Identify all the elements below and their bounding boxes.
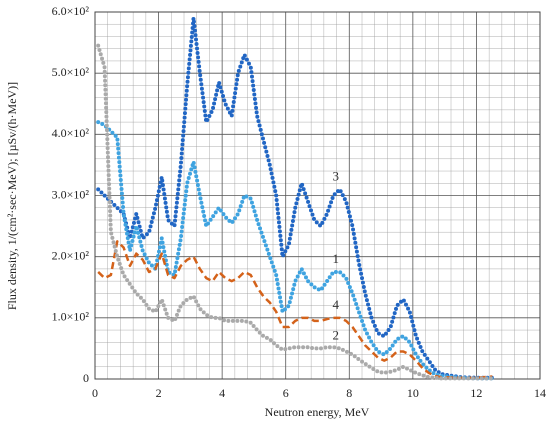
x-tick-label: 4 xyxy=(219,386,225,400)
x-tick-label: 14 xyxy=(534,386,546,400)
y-tick-label: 3.0×10² xyxy=(52,187,90,201)
x-tick-label: 6 xyxy=(283,386,289,400)
y-tick-label: 0 xyxy=(83,371,89,385)
y-axis-label: Flux density, 1/(cm²·sec·MeV); [µSv/(h·M… xyxy=(5,82,19,310)
series-line xyxy=(96,43,495,381)
series-label: 4 xyxy=(333,297,340,312)
x-tick-label: 10 xyxy=(407,386,419,400)
x-tick-label: 12 xyxy=(470,386,482,400)
y-tick-label: 5.0×10² xyxy=(52,65,90,79)
series-line xyxy=(97,240,493,380)
y-tick-label: 2.0×10² xyxy=(52,248,90,262)
x-axis-label: Neutron energy, MeV xyxy=(265,405,370,419)
y-tick-label: 6.0×10² xyxy=(52,4,90,18)
series-label: 1 xyxy=(333,251,340,266)
plot-frame xyxy=(94,11,541,380)
series-label: 3 xyxy=(333,168,340,183)
y-tick-label: 4.0×10² xyxy=(52,126,90,140)
series-line xyxy=(96,120,495,381)
x-tick-label: 0 xyxy=(92,386,98,400)
series-label: 2 xyxy=(333,327,340,342)
y-tick-label: 1.0×10² xyxy=(52,310,90,324)
x-tick-label: 8 xyxy=(346,386,352,400)
series-line xyxy=(96,16,495,380)
x-tick-label: 2 xyxy=(156,386,162,400)
